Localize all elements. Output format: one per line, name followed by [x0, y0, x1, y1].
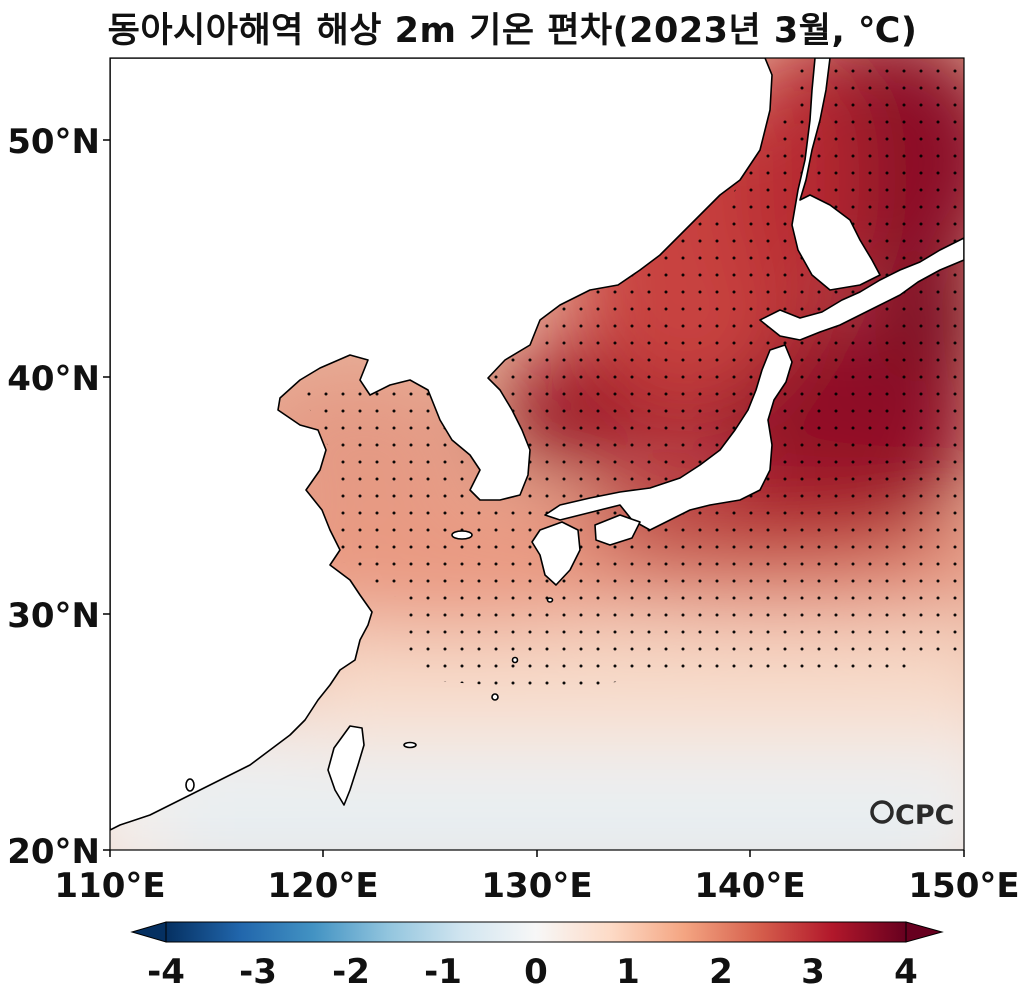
y-tick-20n: 20°N: [7, 832, 100, 872]
y-tick-30n: 30°N: [7, 596, 100, 636]
svg-text:CPC: CPC: [895, 800, 954, 831]
colorbar-low-extend: [130, 921, 167, 943]
cb-tick-minus1: -1: [424, 952, 462, 992]
colorbar: [130, 921, 944, 943]
colorbar-high-extend: [905, 921, 944, 943]
x-tick-130e: 130°E: [481, 866, 592, 906]
x-tick-150e: 150°E: [908, 866, 1019, 906]
cb-tick-1: 1: [616, 952, 640, 992]
cb-tick-minus4: -4: [147, 952, 185, 992]
land-masses: [110, 58, 964, 831]
anomaly-field: CPC: [110, 58, 964, 850]
y-tick-50n: 50°N: [7, 122, 100, 162]
cb-tick-0: 0: [524, 952, 548, 992]
cb-tick-minus3: -3: [239, 952, 277, 992]
ocpc-logo: CPC: [870, 800, 954, 831]
cb-tick-3: 3: [801, 952, 825, 992]
x-tick-140e: 140°E: [694, 866, 805, 906]
map-title: 동아시아해역 해상 2m 기온 편차(2023년 3월, ℃): [107, 11, 918, 51]
colorbar-ticks: -4 -3 -2 -1 0 1 2 3 4: [147, 952, 918, 992]
cb-tick-minus2: -2: [332, 952, 370, 992]
axis-ticks: [103, 139, 965, 857]
y-tick-40n: 40°N: [7, 359, 100, 399]
cb-tick-2: 2: [709, 952, 733, 992]
cb-tick-4: 4: [894, 952, 918, 992]
x-tick-120e: 120°E: [267, 866, 378, 906]
colorbar-bar: [165, 921, 907, 943]
x-tick-110e: 110°E: [54, 866, 165, 906]
